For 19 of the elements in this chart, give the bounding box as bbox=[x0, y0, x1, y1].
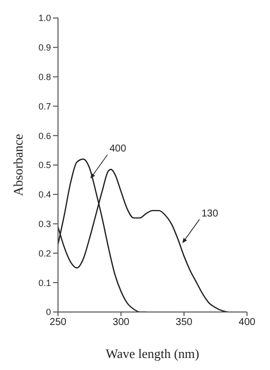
y-tick-label: 0 bbox=[46, 307, 51, 318]
x-tick-label: 350 bbox=[176, 317, 193, 328]
y-tick-label: 0.6 bbox=[38, 130, 51, 141]
annotation: 130 bbox=[201, 208, 219, 220]
y-tick-label: 0.9 bbox=[38, 42, 51, 53]
y-tick-label: 0.3 bbox=[38, 218, 51, 229]
y-tick-label: 0.2 bbox=[38, 248, 51, 258]
y-tick-label: 0.5 bbox=[38, 160, 51, 170]
y-tick-label: 0.1 bbox=[38, 278, 51, 288]
x-tick-label: 300 bbox=[112, 317, 130, 328]
y-tick-label: 0.8 bbox=[38, 72, 51, 82]
y-tick-label: 0.7 bbox=[38, 101, 51, 112]
y-tick-label: 0.4 bbox=[38, 190, 51, 200]
annotation: 400 bbox=[110, 144, 127, 155]
y-axis-title: Absorbance bbox=[10, 134, 26, 196]
y-tick-label: 1.0 bbox=[38, 13, 51, 24]
x-tick-label: 400 bbox=[238, 317, 256, 328]
x-axis-title: Wave length (nm) bbox=[106, 346, 200, 361]
x-tick-label: 250 bbox=[50, 317, 67, 328]
